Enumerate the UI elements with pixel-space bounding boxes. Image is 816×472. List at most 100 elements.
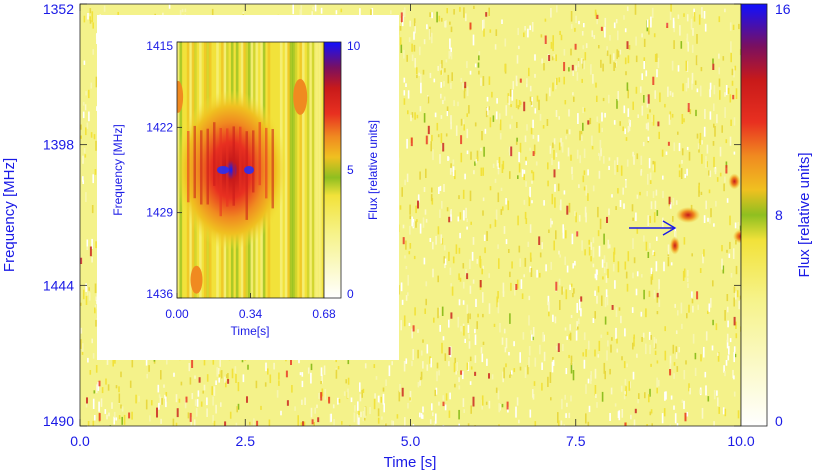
noise-speck: [441, 200, 443, 209]
noise-speck: [713, 156, 715, 168]
noise-speck: [91, 338, 93, 344]
noise-speck: [483, 28, 485, 37]
noise-speck: [88, 111, 90, 122]
noise-speck: [84, 104, 87, 111]
noise-speck: [716, 114, 718, 124]
noise-speck: [470, 221, 472, 225]
noise-speck: [211, 386, 213, 396]
inset-stripe: [292, 42, 296, 298]
noise-speck: [86, 287, 89, 296]
noise-speck: [587, 421, 590, 426]
noise-speck: [498, 156, 501, 168]
pulse-streak: [265, 127, 268, 199]
noise-speck: [730, 273, 733, 278]
noise-speck: [628, 119, 631, 123]
noise-speck: [364, 363, 367, 369]
noise-speck: [338, 398, 341, 403]
noise-speck: [653, 212, 656, 223]
noise-speck: [433, 78, 436, 83]
noise-speck: [445, 133, 448, 137]
noise-speck: [646, 96, 649, 108]
noise-speck: [405, 266, 408, 270]
noise-speck: [189, 377, 192, 385]
noise-speck: [253, 418, 255, 426]
noise-hot-speck: [580, 296, 583, 302]
noise-speck: [503, 328, 506, 334]
noise-speck: [460, 77, 463, 83]
noise-speck: [531, 170, 533, 174]
noise-speck: [633, 337, 635, 347]
noise-speck: [423, 39, 426, 45]
noise-speck: [729, 215, 731, 226]
noise-speck: [640, 155, 643, 165]
noise-speck: [633, 257, 636, 264]
noise-speck: [584, 52, 587, 61]
noise-speck: [675, 231, 677, 241]
noise-speck: [718, 16, 721, 23]
noise-speck: [608, 208, 610, 216]
noise-speck: [93, 134, 96, 140]
noise-speck: [591, 135, 593, 146]
noise-speck: [482, 76, 485, 86]
noise-speck: [398, 390, 401, 402]
noise-speck: [495, 29, 498, 36]
noise-speck: [565, 135, 567, 140]
noise-speck: [729, 94, 732, 103]
noise-speck: [465, 269, 467, 276]
noise-speck: [540, 34, 543, 38]
noise-speck: [417, 349, 419, 359]
noise-speck: [94, 169, 97, 175]
noise-speck: [603, 233, 605, 245]
noise-speck: [375, 376, 378, 380]
noise-speck: [582, 175, 585, 183]
noise-speck: [497, 291, 499, 299]
noise-speck: [616, 348, 619, 353]
noise-speck: [604, 112, 606, 118]
noise-speck: [729, 136, 732, 146]
noise-speck: [733, 117, 736, 126]
noise-speck: [525, 161, 527, 166]
noise-speck: [576, 72, 579, 81]
noise-speck: [89, 8, 92, 14]
noise-speck: [517, 175, 519, 179]
noise-speck: [580, 308, 582, 317]
noise-speck: [567, 147, 570, 157]
noise-speck: [653, 337, 656, 348]
noise-speck: [569, 324, 571, 331]
noise-speck: [349, 425, 351, 426]
noise-speck: [437, 65, 439, 71]
noise-speck: [725, 360, 728, 366]
noise-hot-speck: [596, 14, 599, 19]
noise-speck: [444, 68, 446, 73]
noise-speck: [191, 393, 194, 400]
noise-speck: [412, 424, 415, 426]
noise-speck: [558, 77, 561, 83]
noise-speck: [517, 105, 520, 110]
noise-speck: [486, 107, 489, 111]
inset-x-tick-label: 0.00: [165, 307, 189, 321]
noise-speck: [407, 402, 409, 409]
noise-speck: [689, 387, 691, 395]
noise-speck: [669, 424, 671, 426]
noise-speck: [442, 336, 445, 341]
noise-speck: [628, 381, 631, 391]
noise-speck: [466, 304, 469, 314]
inset-y-axis-label: Frequency [MHz]: [111, 124, 125, 215]
main-x-ticks: 0.0 2.5 5.0 7.5 10.0: [70, 4, 755, 449]
noise-speck: [587, 169, 589, 176]
noise-speck: [497, 390, 500, 400]
noise-speck: [486, 358, 488, 366]
noise-speck: [652, 114, 655, 126]
noise-speck: [168, 4, 171, 9]
noise-speck: [95, 140, 97, 151]
noise-speck: [466, 150, 469, 155]
noise-speck: [335, 369, 338, 379]
noise-speck: [407, 110, 409, 115]
noise-speck: [420, 371, 423, 380]
noise-speck: [718, 67, 720, 75]
noise-speck: [712, 58, 714, 64]
noise-speck: [581, 135, 583, 141]
noise-speck: [462, 263, 465, 269]
noise-speck: [494, 44, 497, 50]
